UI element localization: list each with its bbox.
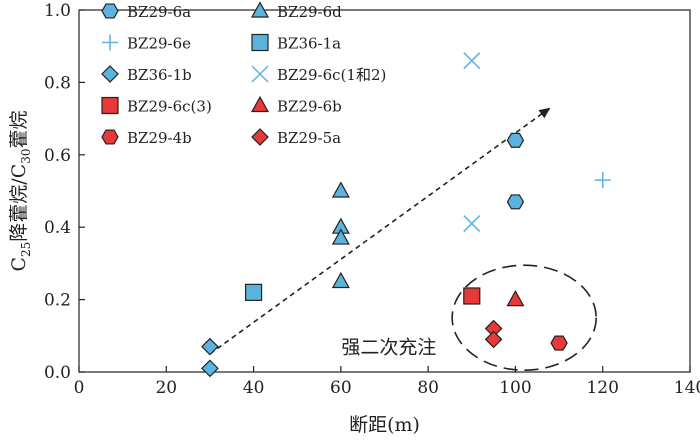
data-point bbox=[506, 132, 525, 148]
legend-marker bbox=[250, 1, 270, 18]
y-tick-label: 0.8 bbox=[44, 73, 71, 93]
data-point bbox=[463, 287, 481, 305]
legend-marker bbox=[102, 34, 118, 51]
trend-arrow-line bbox=[209, 107, 551, 355]
legend-label: BZ29-6b bbox=[277, 98, 342, 116]
axes: 0 20 40 60 80 100 120 140 0.0 0.2 0.4 0.6 0.8 1.0 bbox=[44, 1, 700, 398]
y-axis-title-subscript: 25 bbox=[19, 242, 33, 257]
data-point bbox=[463, 52, 481, 70]
legend-label: BZ29-6c(3) bbox=[127, 98, 212, 116]
x-tick-label: 140 bbox=[674, 378, 700, 398]
y-tick-label: 0.6 bbox=[44, 146, 71, 166]
legend-label: BZ36-1b bbox=[127, 66, 192, 84]
data-points bbox=[201, 52, 611, 378]
legend-item: BZ29-4b bbox=[101, 129, 192, 147]
data-point bbox=[331, 271, 350, 289]
legend-item: BZ29-6c(3) bbox=[101, 96, 212, 116]
y-axis-title-part: 降藿烷/C bbox=[8, 164, 30, 242]
plot-frame bbox=[78, 9, 691, 373]
data-point bbox=[506, 194, 525, 210]
y-axis-title: C25降藿烷/C30藿烷 bbox=[8, 110, 33, 271]
y-tick-label: 0.2 bbox=[44, 291, 71, 311]
legend-label: BZ29-6a bbox=[127, 3, 191, 21]
legend-item: BZ29-6b bbox=[250, 95, 342, 116]
data-point bbox=[244, 283, 263, 301]
overlays: 强二次充注 bbox=[209, 107, 597, 371]
legend-item: BZ36-1a bbox=[251, 33, 341, 53]
legend-label: BZ29-6c(1和2) bbox=[277, 66, 386, 84]
data-point bbox=[201, 359, 219, 378]
legend-item: BZ29-5a bbox=[251, 128, 341, 147]
legend-marker bbox=[251, 65, 269, 83]
x-tick-label: 60 bbox=[330, 378, 352, 398]
legend: BZ29-6a BZ29-6d BZ29-6e BZ36-1a BZ36-1b BZ29-… bbox=[101, 1, 386, 147]
legend-marker bbox=[101, 65, 119, 83]
x-tick-label: 100 bbox=[499, 378, 531, 398]
data-point bbox=[331, 181, 350, 198]
data-point bbox=[594, 172, 611, 189]
legend-marker bbox=[101, 3, 119, 19]
legend-item: BZ29-6c(1和2) bbox=[251, 65, 386, 84]
annotation-label: 强二次充注 bbox=[341, 337, 436, 359]
legend-marker bbox=[250, 95, 270, 113]
legend-marker bbox=[101, 96, 119, 115]
legend-label: BZ29-5a bbox=[277, 129, 341, 147]
legend-marker bbox=[251, 128, 269, 146]
highlight-ellipse bbox=[451, 264, 597, 371]
x-tick-label: 120 bbox=[586, 378, 618, 398]
legend-label: BZ29-6d bbox=[277, 3, 342, 21]
trend-arrow-head bbox=[538, 107, 551, 119]
y-tick-label: 0.0 bbox=[44, 363, 71, 383]
legend-marker bbox=[101, 129, 119, 145]
legend-label: BZ29-6e bbox=[127, 35, 191, 53]
data-point bbox=[463, 215, 481, 233]
y-axis-title-part: C bbox=[8, 257, 30, 272]
data-point bbox=[484, 330, 503, 349]
legend-label: BZ36-1a bbox=[277, 35, 341, 53]
data-point bbox=[201, 337, 219, 356]
legend-item: BZ36-1b bbox=[101, 65, 192, 84]
y-axis-title-part: 藿烷 bbox=[8, 110, 30, 148]
y-axis-title-subscript: 30 bbox=[19, 148, 33, 163]
data-point bbox=[331, 228, 350, 245]
x-tick-label: 40 bbox=[243, 378, 265, 398]
legend-marker bbox=[251, 33, 269, 52]
legend-item: BZ29-6a bbox=[101, 3, 191, 21]
x-tick-label: 80 bbox=[417, 378, 439, 398]
x-tick-label: 20 bbox=[155, 378, 177, 398]
legend-item: BZ29-6e bbox=[102, 34, 191, 53]
data-point bbox=[506, 289, 525, 307]
x-tick-label: 0 bbox=[74, 378, 85, 398]
y-tick-label: 1.0 bbox=[44, 1, 71, 21]
legend-item: BZ29-6d bbox=[250, 1, 342, 21]
x-axis-title: 断距(m) bbox=[349, 414, 420, 436]
y-tick-label: 0.4 bbox=[44, 218, 71, 238]
legend-label: BZ29-4b bbox=[127, 129, 192, 147]
data-point bbox=[550, 335, 568, 351]
